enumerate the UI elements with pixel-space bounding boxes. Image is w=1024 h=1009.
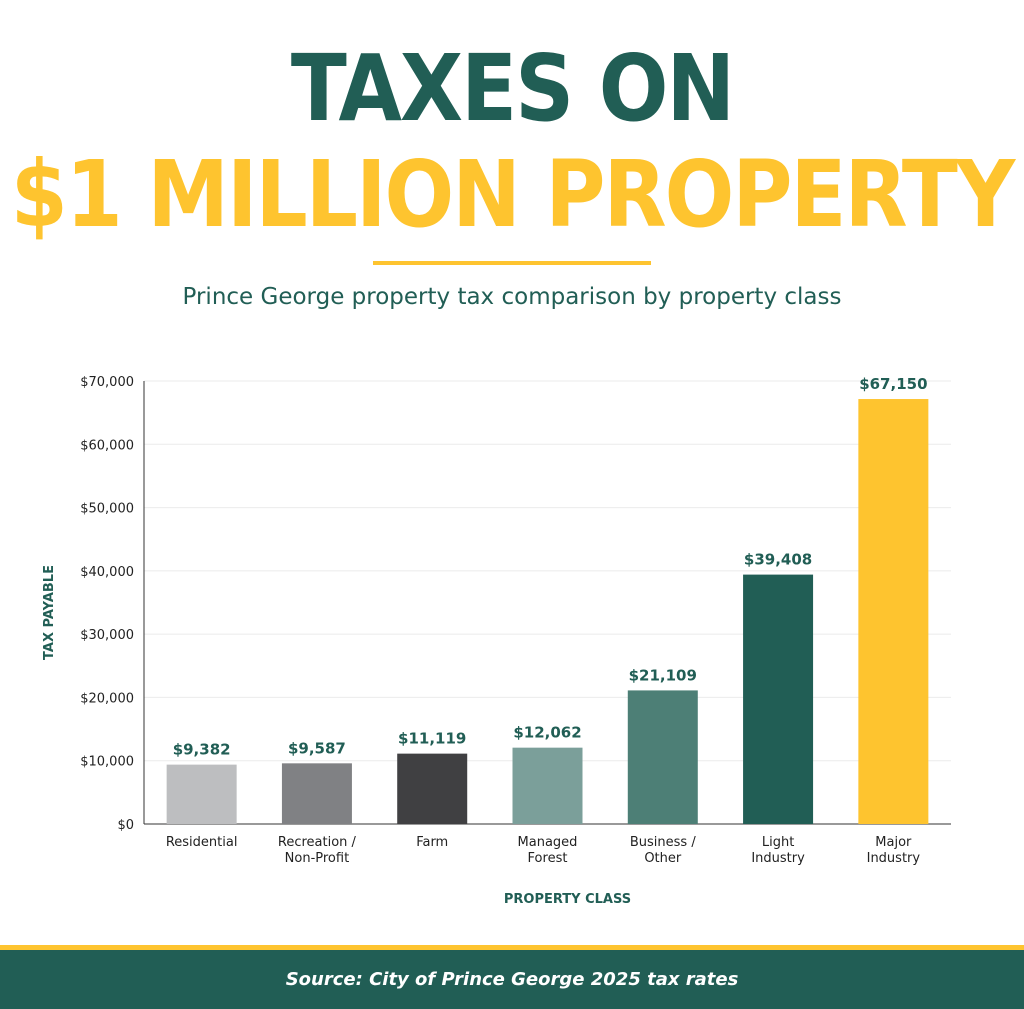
y-tick-label: $10,000: [80, 755, 134, 770]
x-tick-label: Residential: [166, 835, 238, 850]
y-tick-label: $60,000: [80, 438, 134, 453]
x-axis-title: PROPERTY CLASS: [504, 892, 631, 907]
bar: [858, 399, 929, 824]
x-tick-label: Major Industry: [867, 835, 921, 866]
bar-chart: $0 $10,000 $20,000 $30,000 $40,000 $50,000 $60…: [42, 375, 951, 907]
bar: [743, 574, 814, 824]
data-label: $9,382: [173, 741, 231, 759]
bar: [627, 690, 698, 824]
data-label: $12,062: [513, 724, 581, 742]
x-tick-label: Business / Other: [630, 835, 696, 866]
x-tick-label: Farm: [416, 835, 448, 850]
data-label: $21,109: [629, 666, 697, 684]
y-tick-label: $0: [117, 818, 134, 833]
bar: [281, 763, 352, 824]
bar: [397, 753, 468, 824]
title-line-2: $1 MILLION PROPERTY: [10, 142, 1016, 249]
data-label: $9,587: [288, 739, 346, 757]
x-tick-label: Light Industry: [751, 835, 805, 866]
y-tick-label: $50,000: [80, 502, 134, 517]
title-underline: [373, 261, 651, 265]
footer-bar: Source: City of Prince George 2025 tax r…: [0, 950, 1024, 1009]
bar: [166, 764, 237, 824]
x-tick-label: Managed Forest: [518, 835, 578, 866]
data-label: $11,119: [398, 730, 466, 748]
title-line-1: TAXES ON: [290, 36, 735, 143]
x-tick-label: Recreation / Non-Profit: [278, 835, 357, 866]
source-note: Source: City of Prince George 2025 tax r…: [285, 969, 739, 990]
data-label: $39,408: [744, 551, 812, 569]
y-tick-label: $20,000: [80, 691, 134, 706]
data-label: $67,150: [859, 375, 927, 393]
y-tick-label: $70,000: [80, 375, 134, 390]
bar: [512, 747, 583, 824]
y-tick-label: $30,000: [80, 628, 134, 643]
y-axis-title: TAX PAYABLE: [42, 565, 57, 660]
subtitle: Prince George property tax comparison by…: [182, 284, 842, 310]
footer-accent-line: [0, 945, 1024, 950]
y-tick-label: $40,000: [80, 565, 134, 580]
